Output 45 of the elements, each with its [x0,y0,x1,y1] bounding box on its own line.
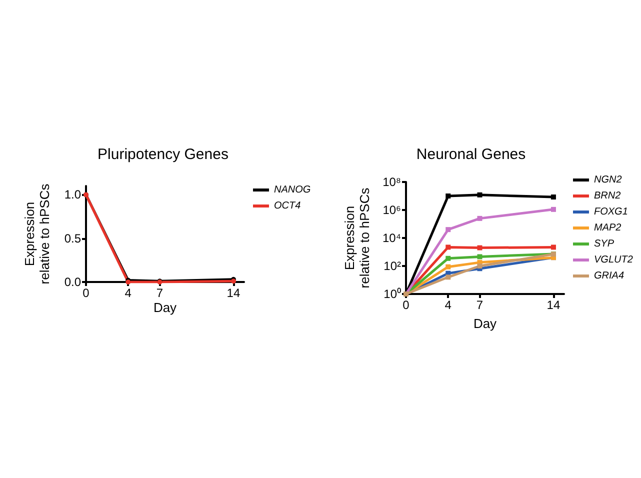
point [446,256,451,261]
legend-label: MAP2 [594,222,622,234]
x-tick-label: 7 [476,298,484,312]
legend-label: NANOG [274,184,311,196]
point [446,274,451,280]
legend-label: NGN2 [594,174,622,186]
x-tick-label: 0 [402,298,410,312]
x-tick-label: 0 [82,286,90,300]
y-tick-label: 10² [384,259,402,273]
point [477,216,482,221]
x-tick-label: 7 [156,286,164,300]
x-axis-title: Day [153,300,178,315]
legend-label: GRIA4 [594,270,624,282]
x-axis-title: Day [473,316,498,331]
y-tick-label: 10⁶ [382,203,402,217]
x-tick-label: 4 [124,286,132,300]
y-axis-title: Expression relative to hPSCs [342,187,372,288]
x-tick-label: 4 [444,298,452,312]
point [477,254,482,260]
point [446,244,451,250]
legend-label: VGLUT2 [594,254,634,266]
legend-label: OCT4 [274,200,302,212]
point [446,194,451,198]
chart-title: Neuronal Genes [416,146,526,163]
y-tick-label: 0.0 [64,275,82,289]
point [550,194,556,200]
legend-label: SYP [594,238,614,250]
x-tick-label: 14 [226,286,240,300]
y-tick-label: 1.0 [64,188,82,202]
y-tick-label: 10⁰ [384,287,401,301]
point [477,192,482,198]
y-axis-title: Expression relative to hPSCs [22,183,52,284]
legend-label: BRN2 [594,190,622,202]
point [477,245,482,250]
point [550,244,556,250]
legend-label: FOXG1 [594,206,628,218]
point [477,264,482,268]
y-tick-label: 0.5 [64,231,82,246]
point [446,227,451,232]
point [550,206,556,212]
x-tick-label: 14 [546,298,560,312]
chart-title: Pluripotency Genes [98,146,228,163]
y-tick-label: 10⁸ [382,175,401,189]
point [446,264,451,270]
y-tick-label: 10⁴ [382,231,401,245]
